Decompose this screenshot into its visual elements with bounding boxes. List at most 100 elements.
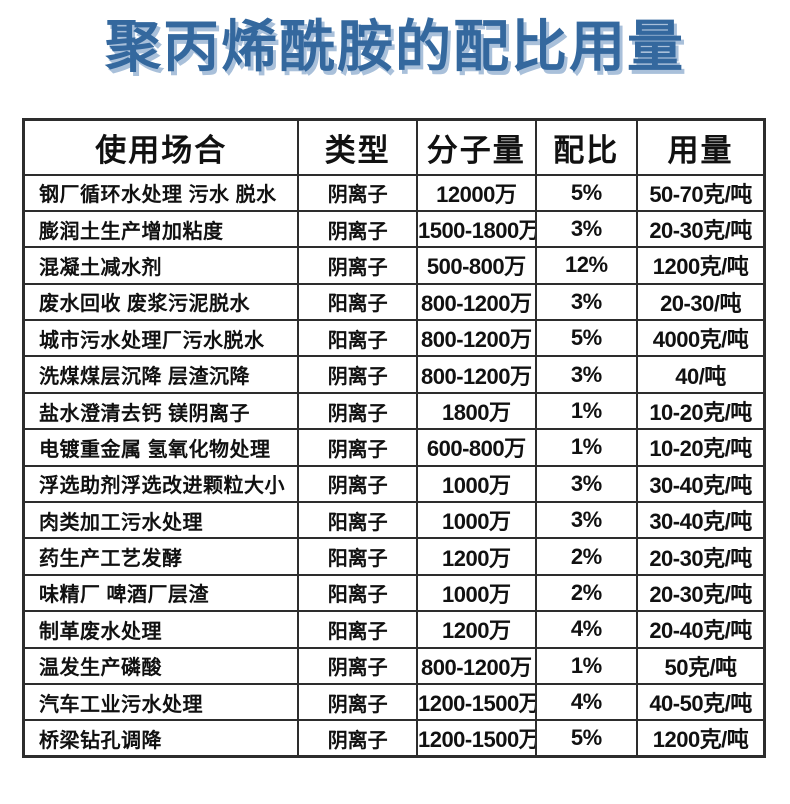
- cell-dosage: 30-40克/吨: [636, 501, 766, 540]
- cell-molecular-weight: 1200万: [415, 537, 537, 576]
- cell-dosage: 1200克/吨: [636, 719, 766, 758]
- cell-dosage: 20-30/吨: [636, 282, 766, 322]
- cell-ratio: 3%: [534, 464, 639, 504]
- cell-molecular-weight: 800-1200万: [415, 355, 537, 394]
- cell-ratio: 2%: [534, 573, 639, 613]
- cell-type: 阴离子: [297, 391, 418, 431]
- cell-usage: 浮选助剂浮选改进颗粒大小: [22, 464, 300, 504]
- cell-molecular-weight: 1800万: [415, 391, 537, 431]
- header-usage: 使用场合: [22, 118, 300, 176]
- table-row: 洗煤煤层沉降 层渣沉降 阴离子 800-1200万 3% 40/吨: [22, 355, 766, 394]
- cell-type: 阳离子: [297, 319, 418, 358]
- table-row: 电镀重金属 氢氧化物处理 阴离子 600-800万 1% 10-20克/吨: [22, 428, 766, 467]
- cell-ratio: 1%: [534, 646, 639, 685]
- cell-ratio: 1%: [534, 428, 639, 467]
- table-row: 浮选助剂浮选改进颗粒大小 阴离子 1000万 3% 30-40克/吨: [22, 464, 766, 504]
- cell-type: 阳离子: [297, 282, 418, 322]
- cell-dosage: 50-70克/吨: [636, 173, 766, 212]
- table-body: 钢厂循环水处理 污水 脱水 阴离子 12000万 5% 50-70克/吨 膨润土生产增加粘…: [22, 173, 766, 758]
- table-row: 城市污水处理厂污水脱水 阳离子 800-1200万 5% 4000克/吨: [22, 319, 766, 358]
- cell-dosage: 4000克/吨: [636, 319, 766, 358]
- cell-ratio: 4%: [534, 610, 639, 649]
- cell-molecular-weight: 1200万: [415, 610, 537, 649]
- header-ratio: 配比: [534, 118, 639, 176]
- cell-usage: 温发生产磷酸: [22, 646, 300, 685]
- cell-usage: 洗煤煤层沉降 层渣沉降: [22, 355, 300, 394]
- cell-dosage: 20-30克/吨: [636, 537, 766, 576]
- cell-molecular-weight: 800-1200万: [415, 646, 537, 685]
- cell-type: 阳离子: [297, 537, 418, 576]
- table-row: 钢厂循环水处理 污水 脱水 阴离子 12000万 5% 50-70克/吨: [22, 173, 766, 212]
- cell-type: 阴离子: [297, 719, 418, 758]
- table-row: 味精厂 啤酒厂层渣 阳离子 1000万 2% 20-30克/吨: [22, 573, 766, 613]
- cell-ratio: 3%: [534, 282, 639, 322]
- table-row: 盐水澄清去钙 镁阴离子 阴离子 1800万 1% 10-20克/吨: [22, 391, 766, 431]
- cell-dosage: 40/吨: [636, 355, 766, 394]
- cell-usage: 肉类加工污水处理: [22, 501, 300, 540]
- cell-usage: 膨润土生产增加粘度: [22, 209, 300, 249]
- cell-usage: 钢厂循环水处理 污水 脱水: [22, 173, 300, 212]
- cell-type: 阳离子: [297, 573, 418, 613]
- cell-type: 阴离子: [297, 246, 418, 285]
- cell-usage: 桥梁钻孔调降: [22, 719, 300, 758]
- cell-usage: 城市污水处理厂污水脱水: [22, 319, 300, 358]
- table-row: 废水回收 废浆污泥脱水 阳离子 800-1200万 3% 20-30/吨: [22, 282, 766, 322]
- cell-ratio: 3%: [534, 501, 639, 540]
- cell-usage: 电镀重金属 氢氧化物处理: [22, 428, 300, 467]
- cell-type: 阴离子: [297, 428, 418, 467]
- cell-dosage: 50克/吨: [636, 646, 766, 685]
- cell-type: 阴离子: [297, 355, 418, 394]
- dosage-spec-table: 使用场合 类型 分子量 配比 用量 钢厂循环水处理 污水 脱水 阴离子 12000万…: [22, 118, 766, 759]
- cell-dosage: 10-20克/吨: [636, 391, 766, 431]
- header-type: 类型: [297, 118, 418, 176]
- cell-molecular-weight: 1200-1500万: [415, 719, 537, 758]
- cell-type: 阳离子: [297, 610, 418, 649]
- cell-molecular-weight: 800-1200万: [415, 282, 537, 322]
- table-header: 使用场合 类型 分子量 配比 用量: [22, 118, 766, 176]
- table-row: 膨润土生产增加粘度 阴离子 1500-1800万 3% 20-30克/吨: [22, 209, 766, 249]
- header-row: 使用场合 类型 分子量 配比 用量: [22, 118, 766, 176]
- cell-molecular-weight: 12000万: [415, 173, 537, 212]
- cell-usage: 药生产工艺发酵: [22, 537, 300, 576]
- cell-dosage: 20-30克/吨: [636, 209, 766, 249]
- table-row: 汽车工业污水处理 阴离子 1200-1500万 4% 40-50克/吨: [22, 682, 766, 722]
- cell-usage: 混凝土减水剂: [22, 246, 300, 285]
- cell-usage: 盐水澄清去钙 镁阴离子: [22, 391, 300, 431]
- cell-type: 阴离子: [297, 173, 418, 212]
- cell-dosage: 1200克/吨: [636, 246, 766, 285]
- header-molecular-weight: 分子量: [415, 118, 537, 176]
- cell-molecular-weight: 1000万: [415, 464, 537, 504]
- cell-ratio: 3%: [534, 355, 639, 394]
- cell-type: 阴离子: [297, 209, 418, 249]
- cell-dosage: 20-40克/吨: [636, 610, 766, 649]
- cell-ratio: 5%: [534, 319, 639, 358]
- cell-molecular-weight: 1200-1500万: [415, 682, 537, 722]
- cell-ratio: 5%: [534, 173, 639, 212]
- header-dosage: 用量: [636, 118, 766, 176]
- cell-type: 阳离子: [297, 501, 418, 540]
- cell-ratio: 12%: [534, 246, 639, 285]
- cell-molecular-weight: 500-800万: [415, 246, 537, 285]
- cell-molecular-weight: 1000万: [415, 501, 537, 540]
- cell-dosage: 10-20克/吨: [636, 428, 766, 467]
- cell-usage: 汽车工业污水处理: [22, 682, 300, 722]
- cell-usage: 制革废水处理: [22, 610, 300, 649]
- table-row: 肉类加工污水处理 阳离子 1000万 3% 30-40克/吨: [22, 501, 766, 540]
- table-row: 桥梁钻孔调降 阴离子 1200-1500万 5% 1200克/吨: [22, 719, 766, 758]
- table-row: 药生产工艺发酵 阳离子 1200万 2% 20-30克/吨: [22, 537, 766, 576]
- cell-ratio: 1%: [534, 391, 639, 431]
- cell-type: 阴离子: [297, 682, 418, 722]
- cell-molecular-weight: 1500-1800万: [415, 209, 537, 249]
- cell-molecular-weight: 800-1200万: [415, 319, 537, 358]
- cell-molecular-weight: 1000万: [415, 573, 537, 613]
- table-row: 制革废水处理 阳离子 1200万 4% 20-40克/吨: [22, 610, 766, 649]
- cell-dosage: 40-50克/吨: [636, 682, 766, 722]
- cell-ratio: 3%: [534, 209, 639, 249]
- cell-usage: 味精厂 啤酒厂层渣: [22, 573, 300, 613]
- cell-ratio: 2%: [534, 537, 639, 576]
- cell-ratio: 5%: [534, 719, 639, 758]
- cell-ratio: 4%: [534, 682, 639, 722]
- cell-dosage: 30-40克/吨: [636, 464, 766, 504]
- cell-molecular-weight: 600-800万: [415, 428, 537, 467]
